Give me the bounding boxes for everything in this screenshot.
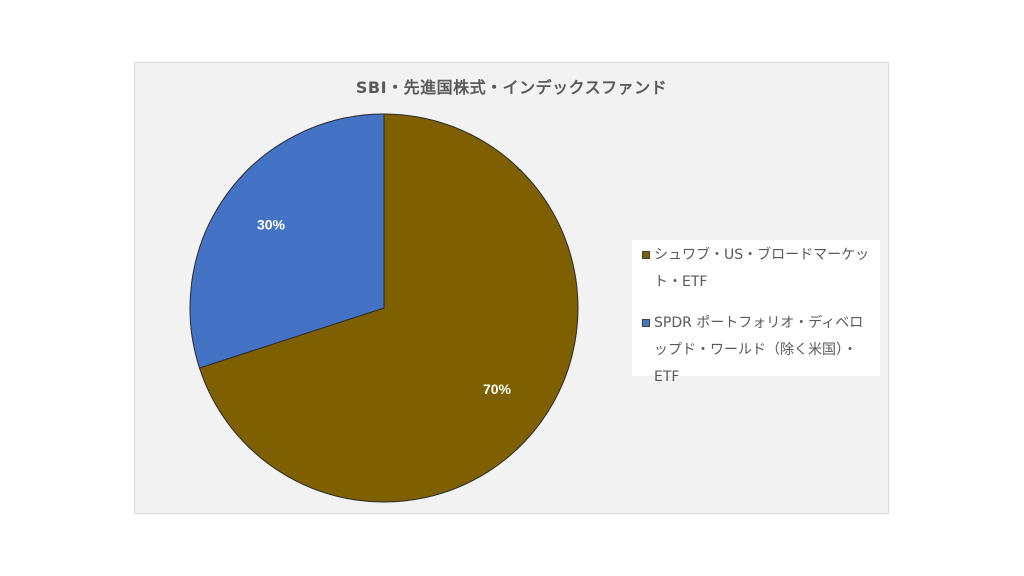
legend-label-schwab: シュワブ・US・ブロードマーケット・ETF — [654, 247, 870, 290]
legend-swatch-spdr — [642, 319, 650, 327]
legend: シュワブ・US・ブロードマーケット・ETF SPDR ポートフォリオ・ディベロッ… — [632, 240, 880, 385]
legend-item-spdr: SPDR ポートフォリオ・ディベロップド・ワールド（除く米国）・ETF — [642, 310, 874, 391]
data-label-spdr: 30% — [257, 217, 286, 233]
legend-swatch-schwab — [642, 251, 650, 259]
legend-item-schwab: シュワブ・US・ブロードマーケット・ETF — [642, 242, 874, 296]
chart-title: SBI・先進国株式・インデックスファンド — [355, 78, 668, 97]
data-label-schwab: 70% — [483, 381, 512, 397]
pie-slice-schwab — [198, 113, 579, 503]
pie-slice-spdr — [189, 113, 385, 369]
legend-label-spdr: SPDR ポートフォリオ・ディベロップド・ワールド（除く米国）・ETF — [654, 315, 864, 385]
